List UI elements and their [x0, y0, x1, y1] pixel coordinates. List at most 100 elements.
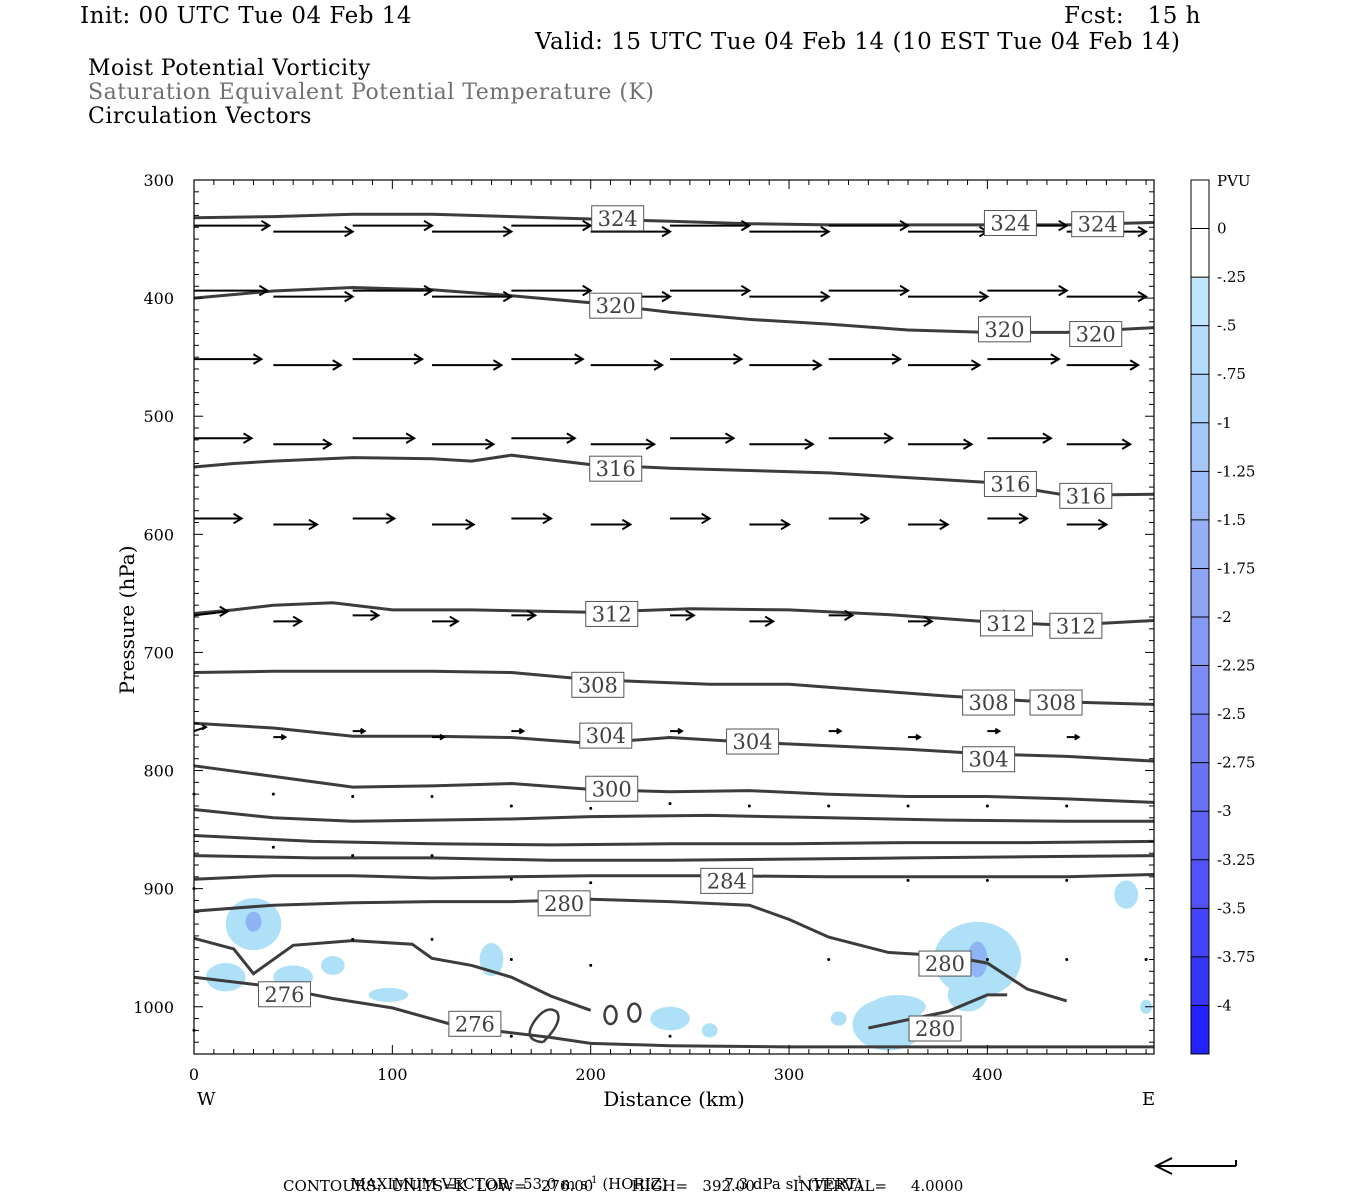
circulation-vector-head [843, 609, 855, 622]
circulation-vector-head [369, 609, 381, 622]
contour-label-box [1029, 689, 1083, 716]
circulation-vector-head [740, 284, 752, 297]
contour-label-box [1071, 211, 1125, 238]
contours-info: CONTOURS: UNITS=K LOW= 276.00 HIGH= 392.… [283, 1177, 964, 1195]
contour-label: 308 [1036, 691, 1076, 715]
calm-vector-dot [509, 877, 513, 881]
contour-label: 320 [1076, 323, 1116, 347]
contour-label: 276 [455, 1012, 495, 1036]
calm-vector-dot [668, 802, 672, 806]
calm-vector-dot [351, 854, 355, 858]
circulation-vector-head [423, 219, 434, 232]
circulation-vector-head [1137, 290, 1149, 303]
axes: 0 100 200 300 400 300 400 500 600 700 800 900 1000 [133, 171, 1002, 1084]
contour-label-box [726, 728, 780, 755]
pv-blob [320, 955, 345, 975]
circulation-vector-head [233, 512, 244, 525]
calm-vector-dot [1144, 958, 1148, 962]
circulation-vector-head [732, 353, 744, 365]
field-line-1: Moist Potential Vorticity [88, 56, 371, 81]
circulation-vector-head [1137, 225, 1149, 238]
circulation-vector-head [1121, 438, 1133, 450]
theta-contour-line [193, 897, 1068, 1003]
circulation-vector-head [252, 353, 264, 365]
circulation-vector-head [582, 219, 593, 232]
y-tick-label: 500 [143, 407, 174, 426]
max-vert-exp: -1 [793, 1175, 804, 1186]
max-horiz-value: 53.0 m s [522, 1175, 588, 1193]
circulation-vector-head [701, 512, 712, 525]
circulation-vector-head [1097, 518, 1109, 531]
circulation-vector-head [201, 723, 208, 731]
pv-blob [650, 1006, 690, 1031]
circulation-vector-head [385, 512, 397, 525]
pv-blob [947, 978, 988, 1012]
colorbar-label: -1.75 [1217, 559, 1255, 577]
circulation-vector-head [566, 432, 577, 444]
circulation-vector [193, 610, 228, 617]
circulation-vector-head [322, 438, 333, 450]
x-axis-label: Distance (km) [603, 1087, 745, 1111]
y-tick-label: 600 [143, 525, 174, 544]
circulation-vector-head [891, 353, 903, 365]
contour-label-box [962, 746, 1016, 773]
forecast-hour: Fcst: 15 h [1064, 3, 1201, 29]
colorbar-swatch [1191, 325, 1209, 375]
theta-contour-line [193, 936, 592, 1012]
circulation-vector-head [899, 284, 910, 297]
pv-shading [205, 880, 1153, 1051]
colorbar-swatch [1191, 956, 1209, 1006]
pv-blob [830, 1011, 847, 1026]
circulation-vector-head [582, 284, 593, 297]
theta-contour-line [193, 975, 1154, 1049]
valid-time: Valid: 15 UTC Tue 04 Feb 14 (10 EST Tue … [535, 29, 1181, 55]
circulation-vector-head [994, 727, 1002, 735]
circulation-vector-head [677, 727, 684, 735]
circulation-vector-head [923, 615, 934, 628]
y-tick-label: 700 [143, 643, 174, 662]
circulation-vector-head [574, 353, 585, 365]
circulation-vector-head [1058, 219, 1069, 232]
contour-label-box [918, 950, 972, 977]
circulation-vector-head [661, 225, 672, 238]
circulation-vector-head [1042, 432, 1053, 444]
colorbar-label: 0 [1217, 220, 1227, 238]
max-vector-line: MAXIMUM VECTOR: 53.0 m s-1 (HORIZ) 7.3 d… [341, 1157, 863, 1193]
colorbar-label: -2 [1217, 608, 1232, 626]
circulation-vector-head [1058, 284, 1069, 297]
x-tick-label: 300 [774, 1065, 805, 1084]
colorbar-swatch [1191, 228, 1209, 278]
calm-vector-dot [589, 806, 593, 810]
circulation-vector-head [939, 518, 950, 531]
colorbar-unit: PVU [1217, 172, 1251, 190]
contour-label: 312 [986, 612, 1026, 636]
max-vert-value: 7.3 dPa s [724, 1175, 794, 1193]
contour-label: 316 [596, 457, 636, 481]
circulation-vector-head [899, 219, 910, 232]
circulation-vector-head [978, 290, 990, 303]
circulation-vector-head [502, 225, 514, 238]
calm-vector-dot [1065, 804, 1069, 808]
calm-vector-dot [668, 1034, 672, 1038]
calm-vector-dot [351, 795, 355, 799]
circulation-vector-head [621, 518, 633, 531]
contour-label-box [1049, 612, 1103, 639]
contour-label: 324 [1078, 213, 1118, 237]
circulation-vector-head [243, 432, 254, 444]
circulation-vector-head [1129, 359, 1141, 371]
contour-label: 304 [586, 724, 626, 748]
field-line-3: Circulation Vectors [88, 104, 312, 129]
colorbar-label: -3.75 [1217, 948, 1255, 966]
circulation-vector-head [1074, 733, 1081, 741]
calm-vector-dot [906, 878, 910, 882]
colorbar-label: -4 [1217, 996, 1232, 1014]
calm-vector-dot [827, 958, 831, 962]
init-time: Init: 00 UTC Tue 04 Feb 14 [80, 3, 413, 29]
pv-blob [701, 1023, 718, 1038]
contour-label-box [962, 689, 1016, 716]
colorbar-swatch [1191, 665, 1209, 715]
theta-contour-loop [627, 1002, 642, 1023]
calm-vector-dot [589, 881, 593, 885]
circulation-vector-head [812, 359, 823, 371]
calm-vector-dot [747, 804, 751, 808]
